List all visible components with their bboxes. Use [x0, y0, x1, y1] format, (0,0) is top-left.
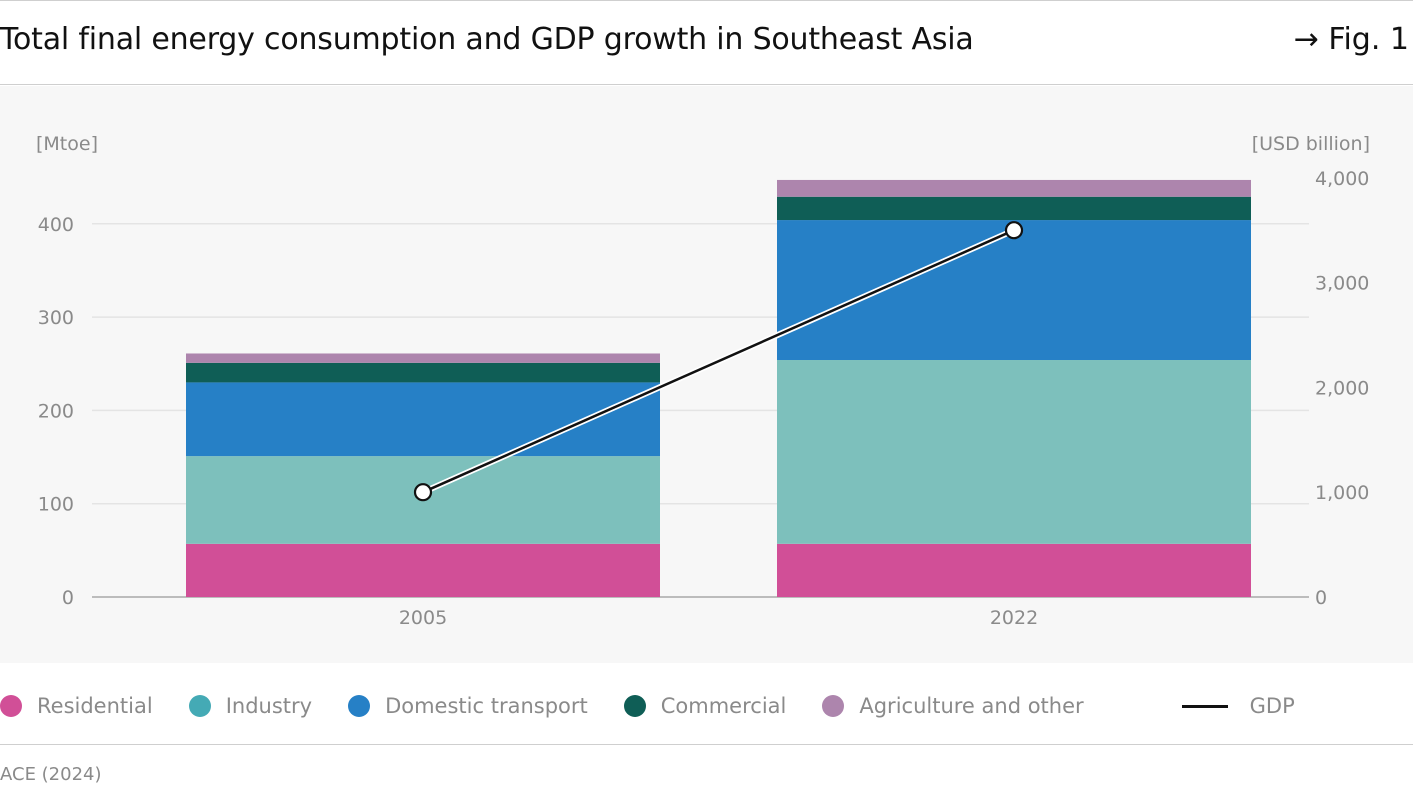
legend-item-domestic-transport[interactable]: Domestic transport	[348, 694, 588, 718]
legend-label: GDP	[1249, 694, 1295, 718]
legend-label: Industry	[225, 694, 313, 718]
gdp-line[interactable]	[422, 229, 1015, 494]
figure-header: Total final energy consumption and GDP g…	[0, 0, 1413, 85]
right-axis-unit: [USD billion]	[1252, 133, 1370, 155]
gdp-point[interactable]	[413, 483, 433, 502]
left-axis-unit: [Mtoe]	[36, 133, 98, 155]
bar-segment-industry-2022[interactable]	[777, 360, 1251, 544]
bar-segment-residential-2005[interactable]	[186, 543, 660, 597]
top-rule	[0, 0, 1413, 1]
right-tick-label: 2,000	[1315, 377, 1369, 399]
legend-label: Domestic transport	[385, 694, 588, 718]
bar-segment-agriculture-and-other-2022[interactable]	[777, 179, 1251, 197]
chart-panel: 0 100 200 300 400 0 1,000 2,000 3,000 4,000 [Mtoe]…	[0, 86, 1413, 663]
source-note: ACE (2024)	[0, 764, 102, 785]
right-tick-label: 4,000	[1315, 168, 1369, 190]
gdp-point[interactable]	[1004, 221, 1024, 240]
legend-color-swatch	[822, 695, 845, 717]
right-tick-label: 3,000	[1315, 273, 1369, 295]
legend-color-swatch	[0, 695, 22, 717]
bar-segment-residential-2022[interactable]	[777, 543, 1251, 597]
legend-color-swatch	[348, 695, 371, 717]
left-tick-label: 400	[38, 214, 74, 236]
right-tick-label: 1,000	[1315, 482, 1369, 504]
bar-segment-domestic-transport-2022[interactable]	[777, 220, 1251, 361]
legend-item-industry[interactable]: Industry	[188, 694, 313, 718]
bar-segment-commercial-2022[interactable]	[777, 196, 1251, 221]
figure-number-link[interactable]: → Fig. 1	[1293, 22, 1409, 57]
bar-segment-commercial-2005[interactable]	[186, 362, 660, 383]
chart-title: Total final energy consumption and GDP g…	[0, 22, 974, 57]
axis-labels: 0 100 200 300 400 0 1,000 2,000 3,000 4,000 [Mtoe]…	[36, 133, 1370, 629]
legend-item-agriculture-and-other[interactable]: Agriculture and other	[822, 694, 1084, 718]
x-tick-label: 2005	[399, 607, 447, 629]
left-tick-label: 0	[62, 587, 74, 609]
legend-item-gdp[interactable]: GDP	[1120, 694, 1295, 718]
legend-label: Residential	[37, 694, 153, 718]
left-tick-label: 200	[38, 400, 74, 422]
legend: Residential Industry Domestic transport Com…	[0, 688, 1413, 724]
legend-color-swatch	[623, 695, 646, 717]
bottom-rule	[0, 744, 1413, 745]
left-tick-label: 100	[38, 494, 74, 516]
right-tick-label: 0	[1315, 587, 1327, 609]
x-tick-label: 2022	[990, 607, 1038, 629]
legend-line-swatch	[1181, 704, 1228, 708]
chart-svg: 0 100 200 300 400 0 1,000 2,000 3,000 4,000 [Mtoe]…	[36, 133, 1370, 629]
bars	[186, 179, 1251, 597]
left-tick-label: 300	[38, 307, 74, 329]
bar-segment-agriculture-and-other-2005[interactable]	[186, 353, 660, 363]
legend-label: Commercial	[660, 694, 787, 718]
legend-item-residential[interactable]: Residential	[0, 694, 153, 718]
legend-color-swatch	[188, 695, 211, 717]
gdp-line-layer	[413, 221, 1024, 502]
legend-label: Agriculture and other	[859, 694, 1084, 718]
legend-item-commercial[interactable]: Commercial	[623, 694, 787, 718]
